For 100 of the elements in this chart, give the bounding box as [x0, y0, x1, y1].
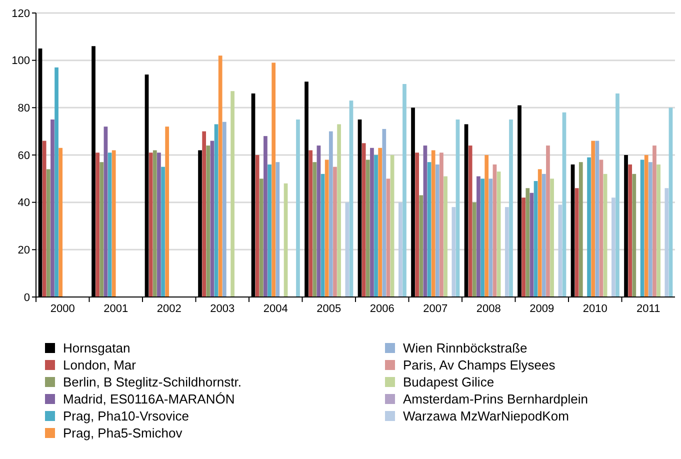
x-tick-label: 2001	[104, 303, 128, 315]
bar	[214, 124, 218, 297]
bar	[284, 183, 288, 297]
bar	[526, 188, 530, 297]
bar	[476, 176, 480, 297]
bar	[161, 166, 165, 297]
bar	[58, 148, 63, 297]
bar	[100, 162, 104, 297]
bar	[468, 146, 472, 297]
bar	[628, 164, 632, 297]
legend-label: Prag, Pha5-Smichov	[63, 426, 183, 441]
bar	[324, 160, 329, 297]
y-tick-label: 0	[24, 292, 30, 304]
bar	[550, 178, 554, 297]
legend-label: Madrid, ES0116A-MARANÓN	[63, 392, 235, 407]
bar	[444, 176, 448, 297]
bar	[578, 162, 583, 297]
bar	[534, 181, 538, 297]
x-tick-label: 2005	[316, 303, 342, 315]
bar	[587, 157, 591, 297]
bar	[42, 140, 46, 297]
bar	[668, 108, 673, 297]
bar	[480, 178, 484, 297]
legend-label: Berlin, B Steglitz-Schildhornstr.	[63, 374, 242, 390]
bar	[328, 131, 333, 297]
bar	[230, 91, 234, 297]
bar	[104, 126, 108, 297]
bar	[259, 178, 264, 297]
bar	[320, 174, 325, 297]
x-tick-label: 2009	[530, 303, 554, 315]
bar	[96, 152, 100, 297]
bar	[374, 155, 378, 297]
bar	[603, 174, 608, 297]
bar	[558, 204, 562, 297]
bar	[255, 155, 260, 297]
y-tick-label: 60	[18, 150, 30, 162]
bar	[276, 162, 280, 297]
bar	[472, 202, 476, 297]
bar	[157, 152, 161, 297]
x-tick-label: 2002	[156, 303, 182, 315]
bar	[648, 162, 652, 297]
bar	[419, 195, 424, 297]
bar	[542, 174, 546, 297]
y-tick-label: 120	[12, 8, 30, 20]
legend-label: Paris, Av Champs Elysees	[403, 358, 556, 373]
bar	[640, 160, 644, 297]
bar	[656, 164, 660, 297]
bar	[664, 188, 669, 297]
bar	[595, 140, 600, 297]
bar	[440, 152, 444, 297]
legend-label: Budapest Gilice	[403, 374, 494, 390]
bar	[386, 178, 390, 297]
bar	[496, 172, 501, 297]
bar	[362, 143, 366, 297]
x-tick-label: 2011	[636, 303, 660, 315]
bar	[504, 207, 509, 297]
bar	[222, 122, 226, 297]
bar	[50, 120, 54, 297]
bar	[402, 84, 406, 297]
legend-label: Hornsgatan	[63, 340, 130, 356]
bar	[644, 155, 648, 297]
bar	[206, 146, 210, 297]
bar	[456, 120, 460, 297]
bar	[562, 112, 566, 297]
bar	[509, 120, 513, 297]
bar	[202, 131, 206, 297]
bar	[390, 155, 394, 297]
bar	[337, 124, 341, 297]
bar	[492, 164, 497, 297]
x-tick-label: 2003	[210, 303, 235, 315]
bar	[210, 140, 214, 297]
bar	[431, 150, 436, 297]
bar	[546, 146, 550, 297]
y-tick-label: 100	[12, 55, 30, 68]
bar	[165, 126, 170, 297]
bar	[591, 140, 596, 297]
legend-label: Amsterdam-Prins Bernhardplein	[403, 392, 588, 407]
x-tick-label: 2007	[423, 303, 448, 315]
legend-label: Prag, Pha10-Vrsovice	[63, 408, 189, 424]
bar	[382, 128, 386, 297]
bar	[378, 148, 382, 297]
bar	[522, 198, 526, 297]
bar	[616, 93, 620, 297]
x-tick-label: 2008	[476, 303, 501, 315]
bar	[530, 192, 534, 297]
bar	[398, 202, 402, 297]
bar	[333, 166, 337, 297]
bar	[484, 155, 489, 297]
bar	[488, 178, 493, 297]
x-tick-label: 2004	[263, 303, 288, 315]
bar	[366, 160, 370, 297]
bar	[112, 150, 116, 297]
y-tick-label: 40	[18, 197, 30, 210]
bar	[574, 188, 579, 297]
bar	[435, 164, 440, 297]
bar	[349, 100, 354, 297]
bar	[427, 162, 432, 297]
bar	[312, 162, 317, 297]
y-tick-label: 20	[18, 244, 30, 257]
bar	[452, 207, 456, 297]
